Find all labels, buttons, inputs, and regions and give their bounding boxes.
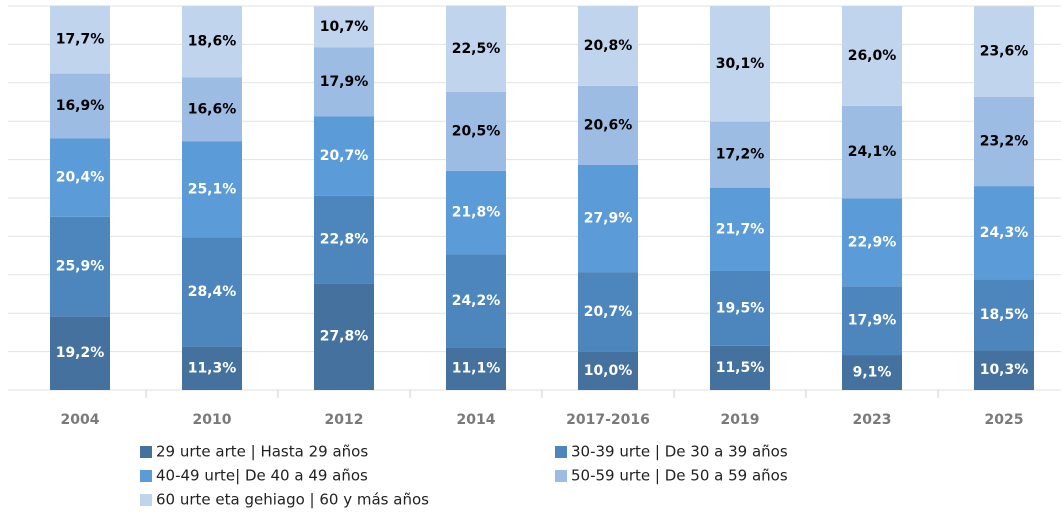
bar-segment (578, 85, 638, 165)
value-label: 23,2% (980, 134, 1029, 150)
x-tick-label: 2004 (61, 412, 100, 428)
bar-segment (578, 351, 638, 390)
value-label: 19,2% (56, 345, 105, 361)
value-label: 22,9% (848, 234, 897, 250)
legend-swatch (555, 446, 567, 458)
bar-segment (182, 6, 242, 78)
value-label: 18,5% (980, 307, 1029, 323)
bar-segment (446, 5, 506, 93)
bar-segment (446, 170, 506, 255)
bar-segment (50, 5, 110, 74)
value-label: 9,1% (853, 365, 892, 381)
value-label: 17,2% (716, 147, 765, 163)
value-label: 20,6% (584, 117, 633, 133)
bar-segment (710, 187, 770, 271)
value-label: 11,3% (188, 360, 237, 376)
value-label: 20,7% (584, 304, 633, 320)
value-label: 11,1% (452, 361, 501, 377)
value-label: 30,1% (716, 56, 765, 72)
legend-swatch (140, 446, 152, 458)
legend-label: 40-49 urte| De 40 a 49 años (156, 467, 368, 485)
legend-swatch (140, 470, 152, 482)
bar-segment (314, 116, 374, 196)
value-label: 17,9% (320, 74, 369, 90)
value-label: 20,5% (452, 123, 501, 139)
bar-segment (50, 138, 110, 217)
legend-label: 30-39 urte | De 30 a 39 años (571, 443, 788, 461)
bar-segment (974, 350, 1034, 390)
x-tick-label: 2023 (853, 412, 892, 428)
bar-segment (446, 254, 506, 348)
bar-segment (182, 77, 242, 142)
value-label: 10,3% (980, 362, 1029, 378)
bar-segment (710, 6, 770, 122)
value-label: 25,9% (56, 259, 105, 275)
value-label: 16,6% (188, 101, 237, 117)
value-label: 25,1% (188, 181, 237, 197)
bar-segment (974, 97, 1034, 187)
value-label: 21,8% (452, 205, 501, 221)
value-label: 16,9% (56, 98, 105, 114)
bar-segment (842, 198, 902, 287)
bar-segment (182, 237, 242, 347)
value-label: 11,5% (716, 360, 765, 376)
value-label: 20,4% (56, 170, 105, 186)
bar-segment (50, 73, 110, 139)
x-tick-label: 2012 (325, 412, 364, 428)
bar-segment (842, 286, 902, 356)
value-label: 22,5% (452, 41, 501, 57)
value-label: 21,7% (716, 221, 765, 237)
value-label: 19,5% (716, 300, 765, 316)
bar-segment (578, 164, 638, 273)
legend-label: 29 urte arte | Hasta 29 años (156, 443, 368, 461)
bar-segment (314, 47, 374, 117)
bar-segment (314, 283, 374, 390)
value-label: 24,1% (848, 144, 897, 160)
value-label: 22,8% (320, 231, 369, 247)
bar-segment (314, 195, 374, 284)
bar-segment (578, 272, 638, 352)
x-tick-label: 2017-2016 (566, 412, 650, 428)
value-label: 20,8% (584, 38, 633, 54)
value-label: 17,7% (56, 32, 105, 48)
x-tick-label: 2019 (721, 412, 760, 428)
value-label: 10,7% (320, 19, 369, 35)
value-label: 17,9% (848, 313, 897, 329)
bar-segment (50, 216, 110, 317)
bar-segment (578, 6, 638, 86)
bar-segment (710, 121, 770, 188)
value-label: 18,6% (188, 34, 237, 50)
value-label: 20,7% (320, 148, 369, 164)
legend-swatch (555, 470, 567, 482)
x-tick-label: 2025 (985, 412, 1024, 428)
value-label: 10,0% (584, 363, 633, 379)
bar-segment (446, 347, 506, 390)
value-label: 23,6% (980, 44, 1029, 60)
bar-segment (974, 279, 1034, 351)
bar-segment (182, 141, 242, 238)
value-label: 27,8% (320, 329, 369, 345)
bar-segment (710, 345, 770, 390)
value-label: 24,3% (980, 225, 1029, 241)
bar-segment (842, 105, 902, 199)
legend-label: 50-59 urte | De 50 a 59 años (571, 467, 788, 485)
bar-segment (182, 346, 242, 390)
bar-segment (842, 355, 902, 390)
bar-segment (446, 92, 506, 171)
bar-segment (974, 186, 1034, 280)
bar-segment (710, 270, 770, 346)
value-label: 28,4% (188, 284, 237, 300)
bar-segment (314, 6, 374, 48)
legend-swatch (140, 494, 152, 506)
bar-segment (974, 6, 1034, 98)
legend-label: 60 urte eta gehiago | 60 y más años (156, 491, 429, 509)
x-tick-label: 2010 (193, 412, 232, 428)
bar-segment (50, 316, 110, 390)
bar-segment (842, 6, 902, 106)
value-label: 24,2% (452, 293, 501, 309)
value-label: 27,9% (584, 211, 633, 227)
x-tick-label: 2014 (457, 412, 496, 428)
value-label: 26,0% (848, 48, 897, 64)
